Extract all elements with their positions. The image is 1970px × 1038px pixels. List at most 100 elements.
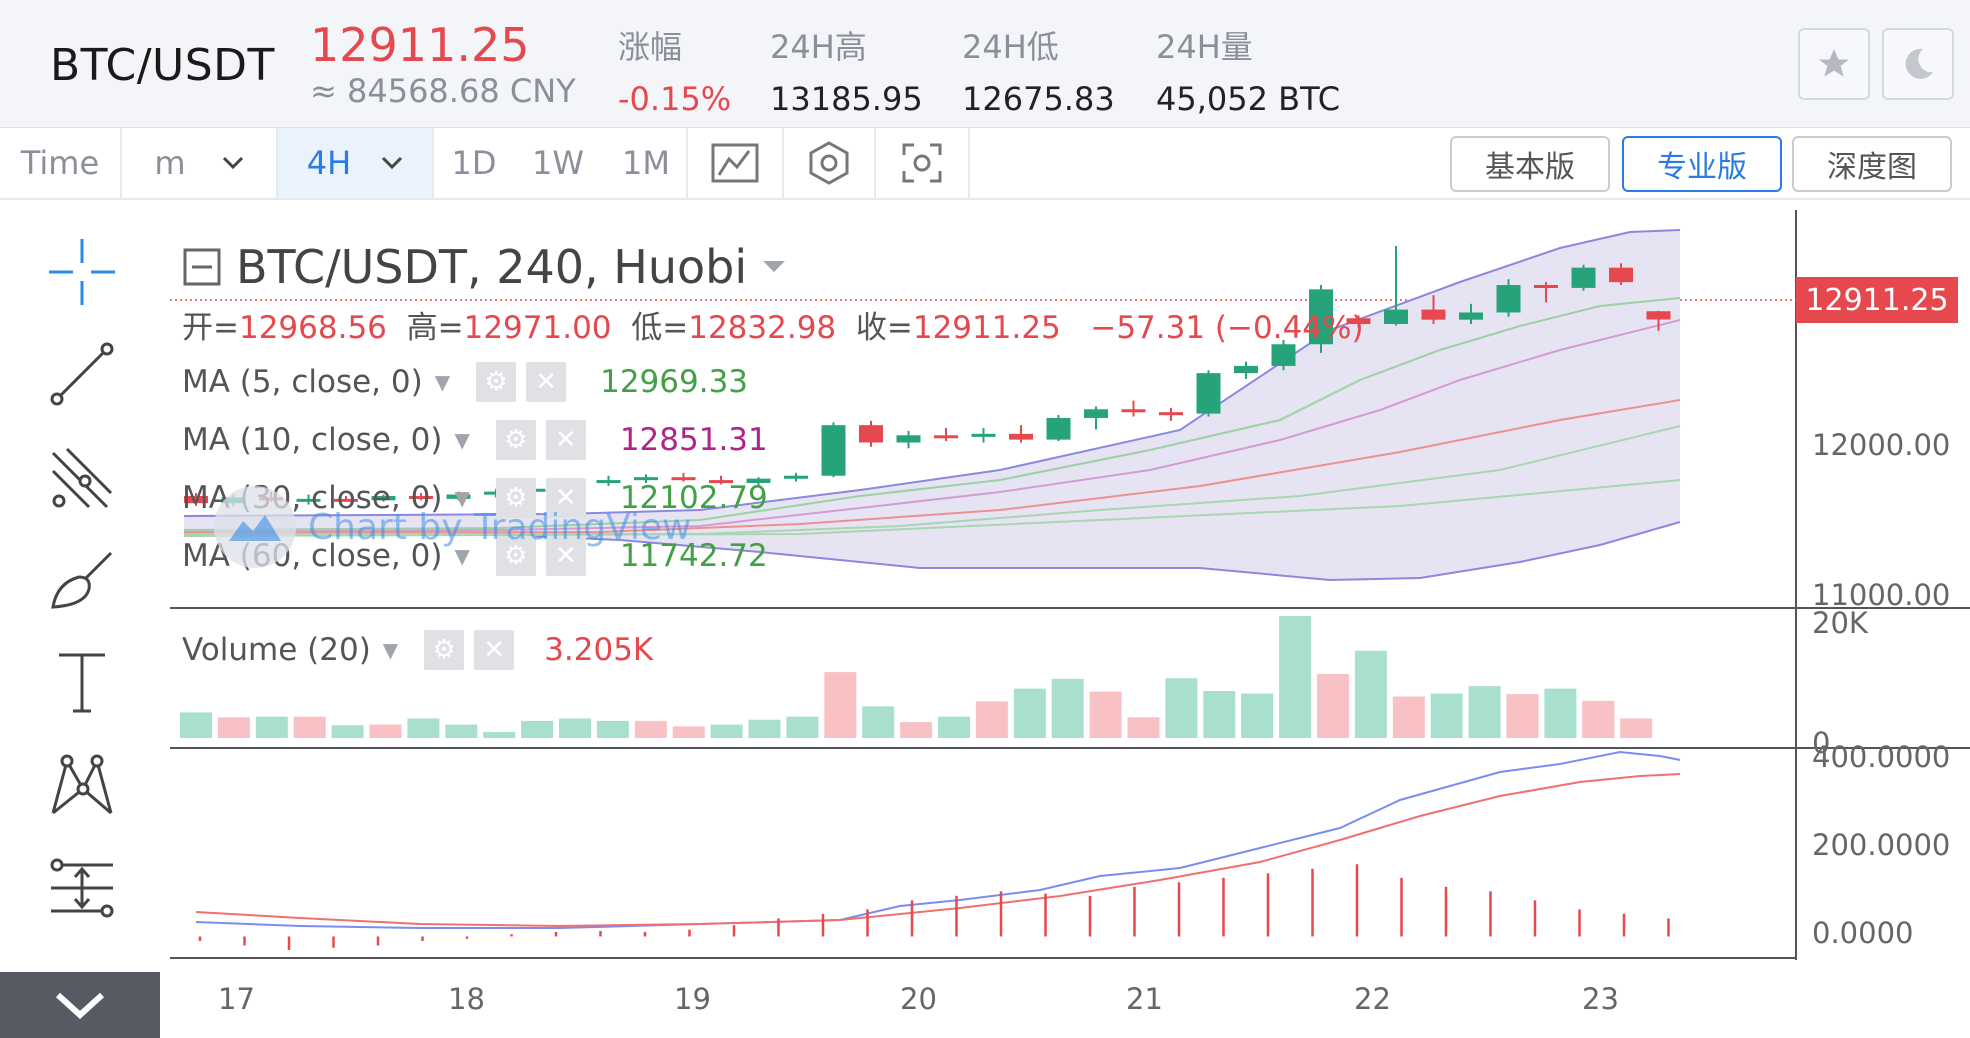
volume-series <box>180 616 1653 738</box>
pattern-tool[interactable] <box>40 744 124 828</box>
gear-icon: ⚙ <box>504 425 528 455</box>
volume-bar <box>331 725 364 738</box>
chevron-down-icon[interactable]: ▼ <box>382 638 399 662</box>
volume-bar <box>634 720 667 738</box>
crosshair-tool[interactable] <box>40 230 124 314</box>
price-axis-tick: 12000.00 <box>1812 428 1951 462</box>
text-tool[interactable] <box>40 640 124 724</box>
candle-body <box>409 495 433 499</box>
ma30-line <box>183 399 1681 534</box>
brush-tool[interactable] <box>40 538 124 622</box>
candle-body <box>934 435 958 439</box>
indicator-settings-button[interactable]: ⚙ <box>476 362 517 402</box>
price-chart-canvas[interactable] <box>0 200 1970 1038</box>
depth-chart-button[interactable]: 深度图 <box>1792 136 1952 192</box>
screenshot-button[interactable] <box>876 128 968 198</box>
more-tools-button[interactable] <box>0 972 160 1038</box>
volume-bar <box>1317 673 1349 738</box>
volume-bar <box>1051 678 1084 738</box>
candle-body <box>746 478 771 483</box>
gear-icon: ⚙ <box>432 635 456 665</box>
candle-body <box>1571 267 1596 288</box>
theme-toggle-button[interactable] <box>1882 28 1954 100</box>
chart-type-button[interactable] <box>688 128 782 198</box>
pitchfork-tool[interactable] <box>40 436 124 520</box>
volume-bar <box>1013 688 1046 738</box>
indicator-name: MA (5, close, 0) <box>182 364 423 400</box>
volume-settings-button[interactable]: ⚙ <box>424 630 465 670</box>
candle-body <box>1046 417 1071 440</box>
indicator-settings-button[interactable]: ⚙ <box>495 420 536 460</box>
stat-change: 涨幅 -0.15% <box>618 22 731 118</box>
candle-body <box>1459 312 1483 320</box>
indicator-settings-button[interactable]: ⚙ <box>495 478 536 518</box>
toolbar-divider <box>782 128 784 198</box>
chevron-down-icon[interactable]: ▼ <box>454 428 470 452</box>
high-label: 高= <box>406 310 464 346</box>
indicators-button[interactable] <box>784 128 874 198</box>
line-chart-icon <box>711 143 759 183</box>
volume-bar <box>1241 693 1274 738</box>
interval-1w[interactable]: 1W <box>532 144 584 182</box>
interval-1d[interactable]: 1D <box>451 144 497 182</box>
bollinger-band-fill <box>184 230 1680 580</box>
candle-body <box>1384 309 1408 325</box>
time-button[interactable]: Time <box>20 144 100 182</box>
trend-line-tool[interactable] <box>40 332 124 416</box>
chevron-down-icon[interactable] <box>761 259 787 275</box>
indicator-settings-button[interactable]: ⚙ <box>495 536 536 576</box>
indicator-remove-button[interactable]: ✕ <box>545 478 586 518</box>
volume-bar <box>938 716 970 738</box>
measure-tool[interactable] <box>40 846 124 930</box>
cny-price: ≈ 84568.68 CNY <box>310 72 576 110</box>
candle-body <box>859 425 883 443</box>
low-value: 12832.98 <box>688 310 837 346</box>
candle-body <box>1421 309 1446 320</box>
current-price-badge: 12911.25 <box>1796 277 1958 323</box>
candle-body <box>1609 267 1633 283</box>
volume-bar <box>1089 691 1122 738</box>
volume-bar <box>1203 691 1236 738</box>
minute-interval-dropdown[interactable]: m <box>122 128 276 198</box>
time-axis-tick: 22 <box>1354 982 1391 1016</box>
collapse-legend-icon[interactable] <box>182 247 222 287</box>
measure-icon <box>50 858 114 918</box>
stat-label: 涨幅 <box>618 28 683 66</box>
screenshot-icon <box>902 143 942 183</box>
volume-bar <box>1582 700 1615 738</box>
volume-bar <box>293 716 326 738</box>
chevron-down-icon <box>382 156 403 170</box>
ma10-line <box>183 319 1681 533</box>
volume-value: 3.205K <box>544 632 654 668</box>
candle-body <box>1496 285 1521 313</box>
ma5-line <box>183 297 1681 531</box>
indicator-remove-button[interactable]: ✕ <box>545 420 586 460</box>
time-axis-tick: 18 <box>448 982 485 1016</box>
basic-version-button[interactable]: 基本版 <box>1450 136 1610 192</box>
interval-dropdown-4h[interactable]: 4H <box>278 128 432 198</box>
open-label: 开= <box>182 310 239 346</box>
volume-bar <box>445 724 478 738</box>
toolbar-divider <box>968 128 970 198</box>
tradingview-watermark: Chart by TradingView <box>214 486 691 568</box>
volume-bar <box>1544 688 1577 738</box>
volume-bar <box>255 716 288 738</box>
volume-bar <box>975 701 1008 738</box>
favorite-button[interactable] <box>1798 28 1870 100</box>
candle-body <box>1646 311 1671 320</box>
volume-bar <box>710 724 743 738</box>
chevron-down-icon[interactable]: ▼ <box>454 544 470 568</box>
interval-1m[interactable]: 1M <box>622 144 670 182</box>
indicator-remove-button[interactable]: ✕ <box>545 536 586 576</box>
chevron-down-icon <box>222 156 243 170</box>
chevron-down-icon[interactable]: ▼ <box>454 486 470 510</box>
volume-bar <box>1392 696 1425 738</box>
chevron-down-icon[interactable]: ▼ <box>434 370 451 394</box>
pro-version-button[interactable]: 专业版 <box>1622 136 1782 192</box>
trend-line-icon <box>50 342 114 406</box>
stat-label: 24H高 <box>770 28 867 66</box>
volume-remove-button[interactable]: ✕ <box>474 630 515 670</box>
close-value: 12911.25 <box>912 310 1061 346</box>
volume-axis-tick: 0 <box>1812 726 1831 760</box>
indicator-remove-button[interactable]: ✕ <box>526 362 567 402</box>
